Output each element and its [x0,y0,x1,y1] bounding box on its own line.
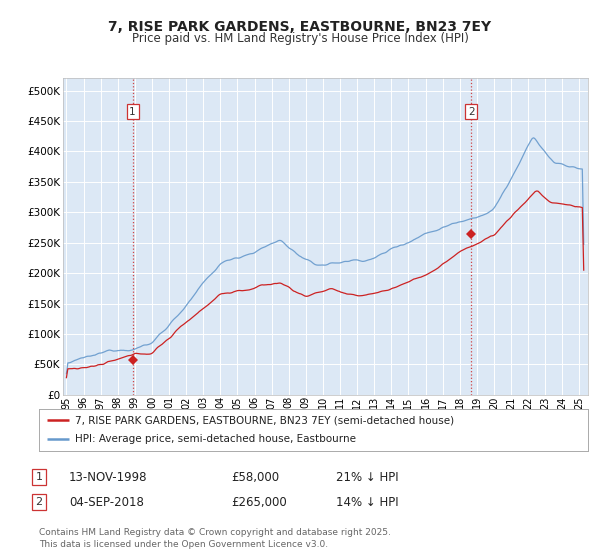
Text: £58,000: £58,000 [231,470,279,484]
Text: 2: 2 [35,497,43,507]
Text: 04-SEP-2018: 04-SEP-2018 [69,496,144,509]
Text: 14% ↓ HPI: 14% ↓ HPI [336,496,398,509]
Text: 2: 2 [468,106,475,116]
Text: 7, RISE PARK GARDENS, EASTBOURNE, BN23 7EY (semi-detached house): 7, RISE PARK GARDENS, EASTBOURNE, BN23 7… [74,415,454,425]
Text: HPI: Average price, semi-detached house, Eastbourne: HPI: Average price, semi-detached house,… [74,435,356,445]
Text: £265,000: £265,000 [231,496,287,509]
Text: Contains HM Land Registry data © Crown copyright and database right 2025.
This d: Contains HM Land Registry data © Crown c… [39,528,391,549]
Text: 1: 1 [35,472,43,482]
Text: 13-NOV-1998: 13-NOV-1998 [69,470,148,484]
Text: Price paid vs. HM Land Registry's House Price Index (HPI): Price paid vs. HM Land Registry's House … [131,32,469,45]
Text: 21% ↓ HPI: 21% ↓ HPI [336,470,398,484]
Text: 7, RISE PARK GARDENS, EASTBOURNE, BN23 7EY: 7, RISE PARK GARDENS, EASTBOURNE, BN23 7… [109,20,491,34]
Text: 1: 1 [129,106,136,116]
